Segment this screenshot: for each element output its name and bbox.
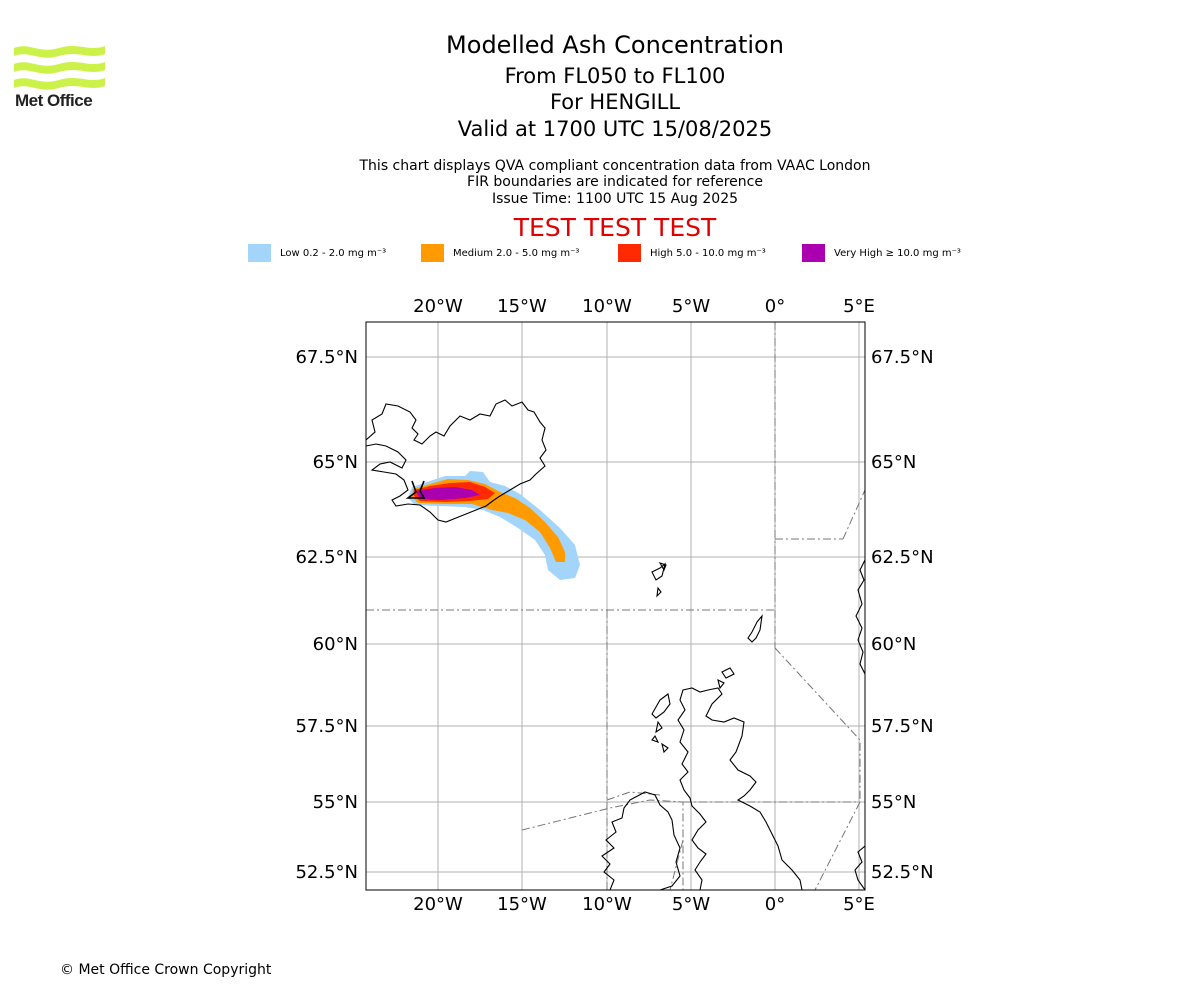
lon-label-top: 15°W xyxy=(497,296,547,317)
legend-swatch-high xyxy=(618,244,641,262)
lon-label-bottom: 10°W xyxy=(582,894,632,915)
map-frame-bg xyxy=(366,322,865,890)
lat-label-left: 57.5°N xyxy=(295,716,358,737)
orkney-islands xyxy=(717,667,735,690)
volcano-name: For HENGILL xyxy=(549,90,681,114)
lat-label-left: 60°N xyxy=(313,634,358,655)
lat-label-right: 57.5°N xyxy=(871,716,934,737)
lon-label-top: 5°E xyxy=(843,296,875,317)
legend-item-medium: Medium 2.0 - 5.0 mg m⁻³ xyxy=(421,244,579,262)
legend-item-very-high: Very High ≥ 10.0 mg m⁻³ xyxy=(802,244,961,262)
legend-label-high: High 5.0 - 10.0 mg m⁻³ xyxy=(650,247,766,259)
lon-label-top: 5°W xyxy=(672,296,710,317)
lon-label-bottom: 20°W xyxy=(413,894,463,915)
lat-label-right: 52.5°N xyxy=(871,862,934,883)
graticule xyxy=(366,322,865,890)
lat-label-left: 65°N xyxy=(313,452,358,473)
legend-label-low: Low 0.2 - 2.0 mg m⁻³ xyxy=(280,247,387,259)
ash-plume xyxy=(408,471,580,580)
legend-swatch-low xyxy=(248,244,271,262)
flight-level-range: From FL050 to FL100 xyxy=(504,64,726,88)
ash-very-high-area xyxy=(416,487,480,500)
top-longitude-labels: 20°W 15°W 10°W 5°W 0° 5°E xyxy=(413,296,875,317)
met-office-logo-text: Met Office xyxy=(15,91,93,110)
chart-title: Modelled Ash Concentration xyxy=(446,31,784,59)
fir-note: FIR boundaries are indicated for referen… xyxy=(467,174,763,190)
legend-label-very-high: Very High ≥ 10.0 mg m⁻³ xyxy=(834,247,961,259)
scotland-coast xyxy=(677,687,803,890)
copyright-notice: © Met Office Crown Copyright xyxy=(60,962,272,978)
lon-label-top: 10°W xyxy=(582,296,632,317)
issue-time: Issue Time: 1100 UTC 15 Aug 2025 xyxy=(491,191,739,207)
faroe-islands xyxy=(651,562,667,598)
lon-label-bottom: 5°E xyxy=(843,894,875,915)
lat-label-right: 65°N xyxy=(871,452,916,473)
left-latitude-labels: 67.5°N 65°N 62.5°N 60°N 57.5°N 55°N 52.5… xyxy=(295,347,358,883)
lat-label-left: 52.5°N xyxy=(295,862,358,883)
coastlines xyxy=(366,399,865,890)
legend-swatch-very-high xyxy=(802,244,825,262)
shetland-islands xyxy=(747,614,763,643)
ireland-coast xyxy=(601,791,681,890)
iceland-coast xyxy=(366,399,547,523)
legend-swatch-medium xyxy=(421,244,444,262)
qva-note: This chart displays QVA compliant concen… xyxy=(359,158,871,174)
test-banner: TEST TEST TEST xyxy=(513,213,717,242)
legend: Low 0.2 - 2.0 mg m⁻³ Medium 2.0 - 5.0 mg… xyxy=(0,244,1200,264)
lat-label-right: 60°N xyxy=(871,634,916,655)
lat-label-left: 67.5°N xyxy=(295,347,358,368)
valid-time: Valid at 1700 UTC 15/08/2025 xyxy=(457,117,773,141)
lon-label-bottom: 0° xyxy=(765,894,785,915)
met-office-logo-icon xyxy=(14,46,105,90)
denmark-coast xyxy=(854,845,865,890)
lat-label-right: 62.5°N xyxy=(871,547,934,568)
lon-label-bottom: 15°W xyxy=(497,894,547,915)
lon-label-top: 0° xyxy=(765,296,785,317)
legend-label-medium: Medium 2.0 - 5.0 mg m⁻³ xyxy=(453,247,580,259)
lon-label-top: 20°W xyxy=(413,296,463,317)
lon-label-bottom: 5°W xyxy=(672,894,710,915)
lat-label-left: 55°N xyxy=(313,792,358,813)
norway-coast xyxy=(855,559,865,675)
volcano-marker-icon xyxy=(405,480,426,499)
lat-label-right: 67.5°N xyxy=(871,347,934,368)
legend-item-high: High 5.0 - 10.0 mg m⁻³ xyxy=(618,244,766,262)
hebrides-islands xyxy=(651,693,671,754)
right-latitude-labels: 67.5°N 65°N 62.5°N 60°N 57.5°N 55°N 52.5… xyxy=(871,347,934,883)
lat-label-right: 55°N xyxy=(871,792,916,813)
legend-item-low: Low 0.2 - 2.0 mg m⁻³ xyxy=(248,244,386,262)
bottom-longitude-labels: 20°W 15°W 10°W 5°W 0° 5°E xyxy=(413,894,875,915)
map-frame xyxy=(365,321,866,891)
lat-label-left: 62.5°N xyxy=(295,547,358,568)
